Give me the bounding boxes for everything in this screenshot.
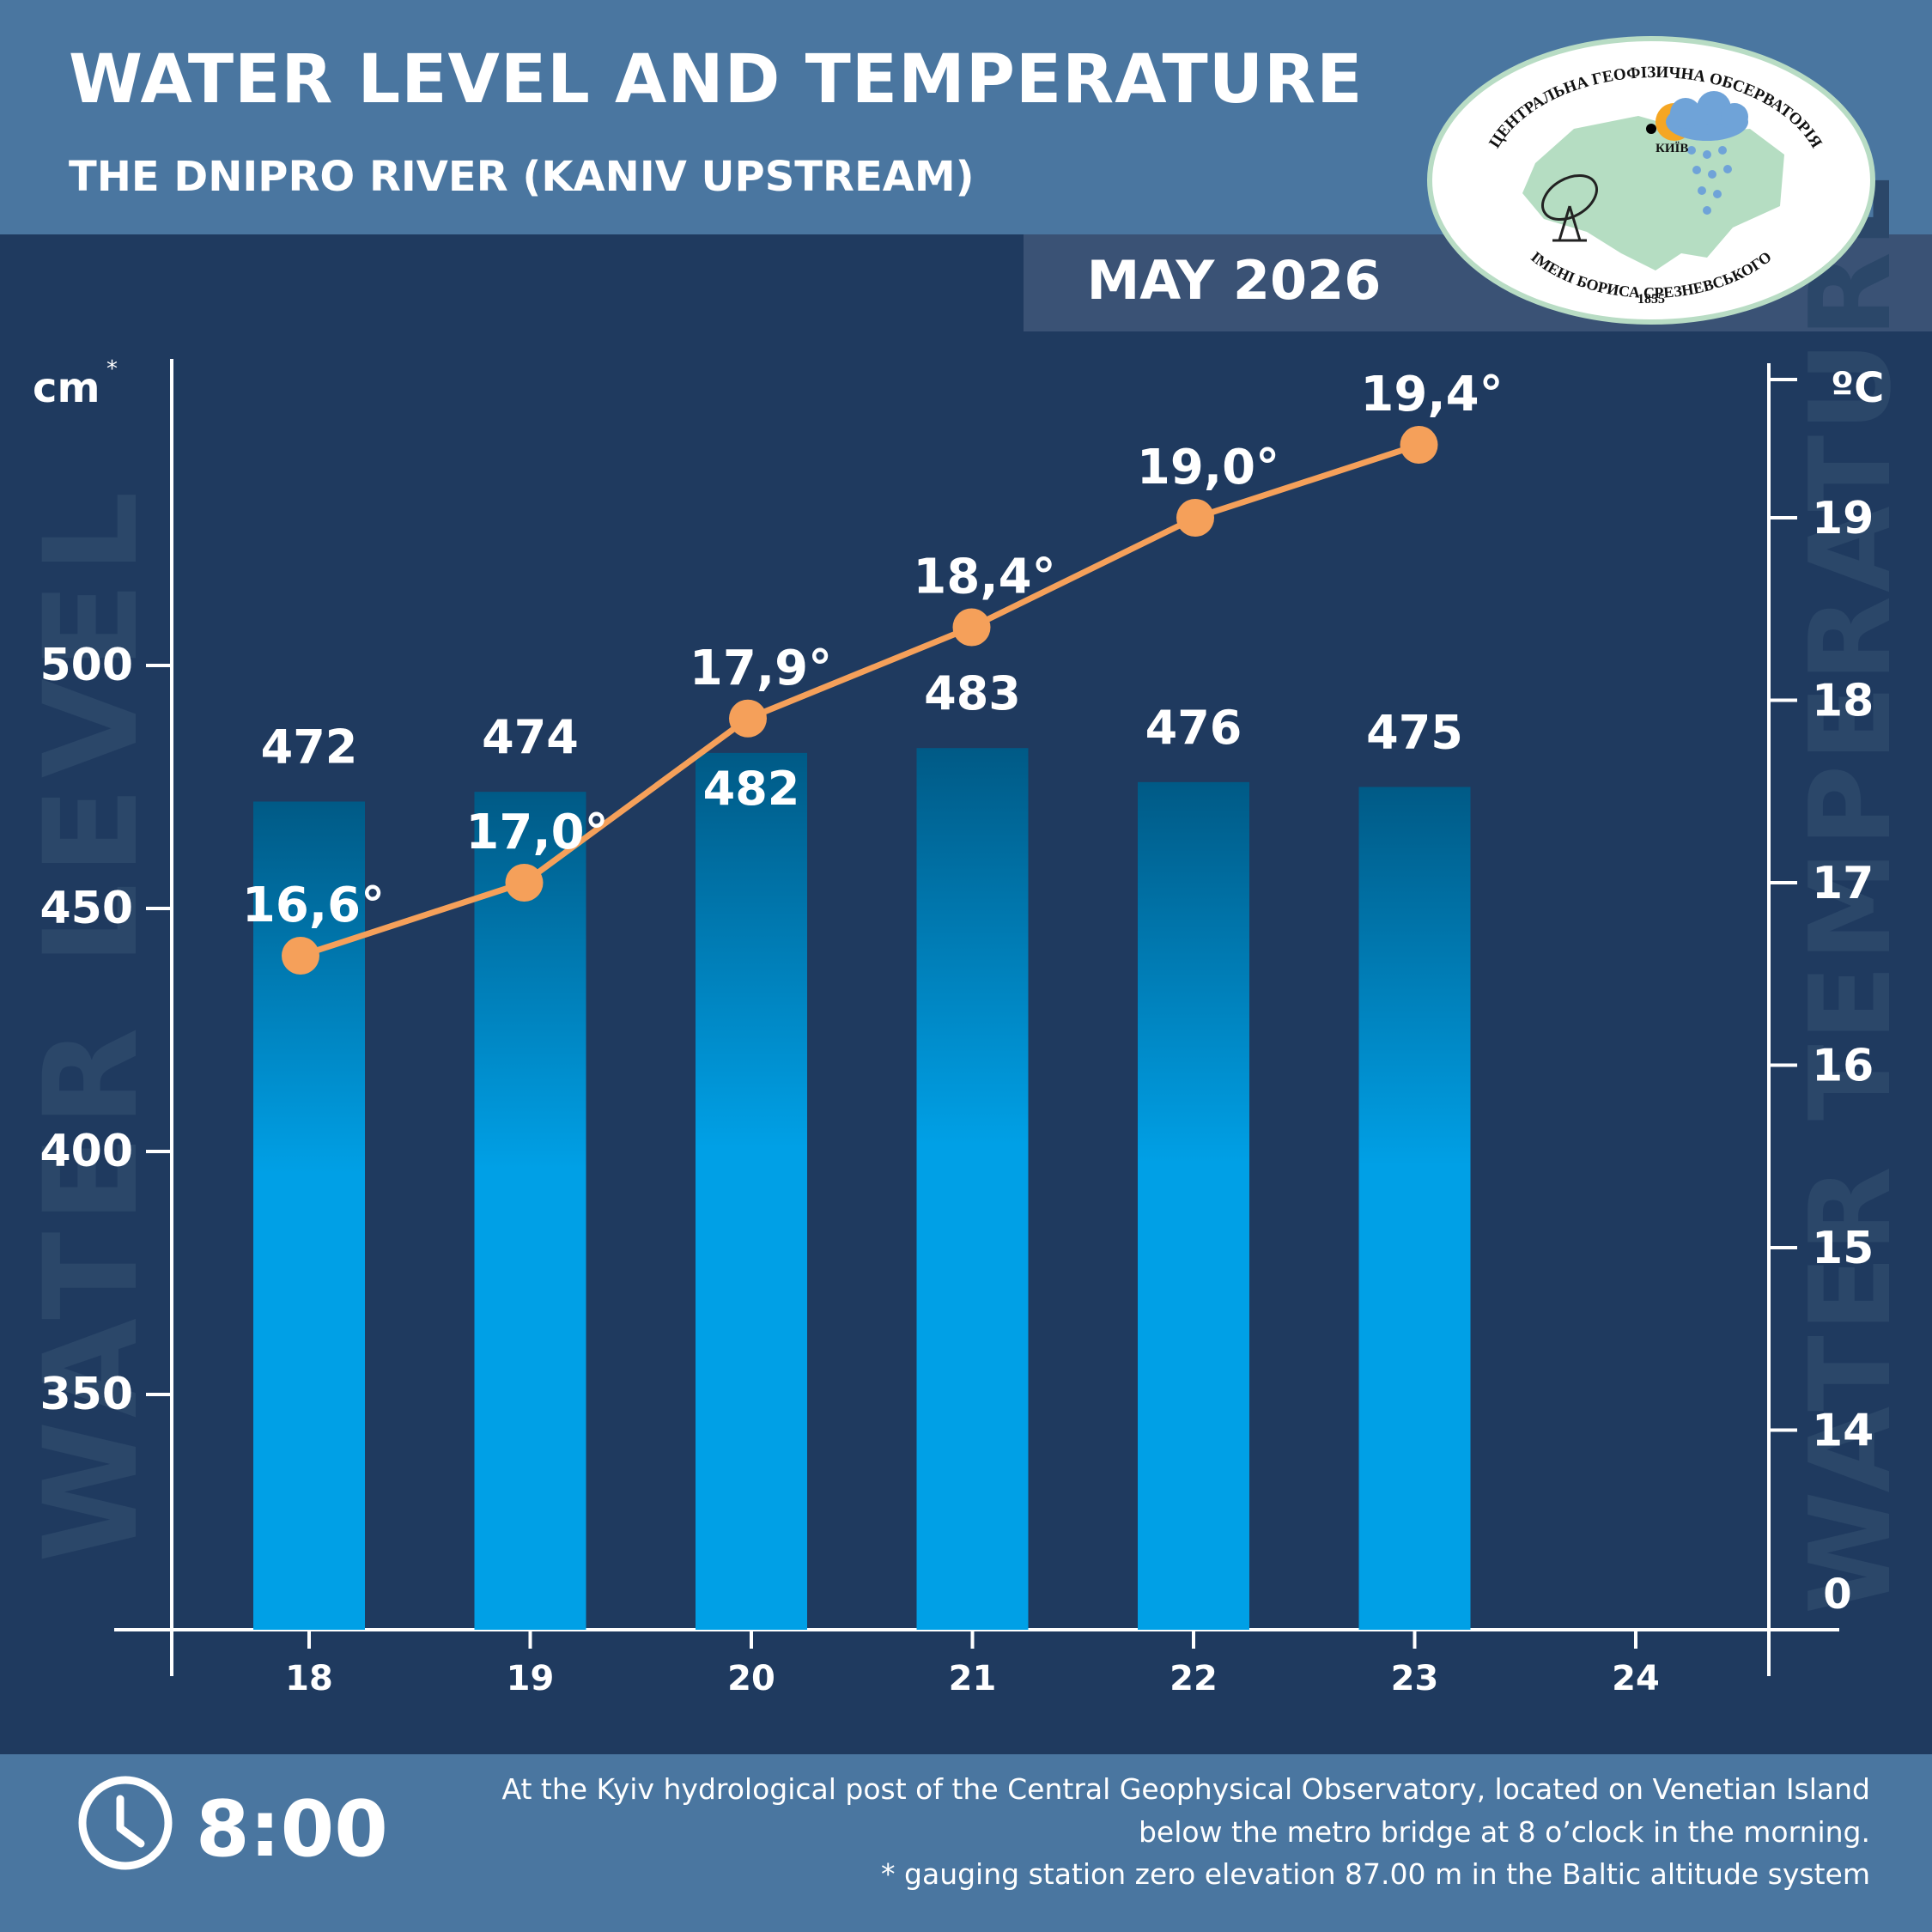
observatory-logo: КИЇВ ЦЕНТРАЛЬНА ГЕОФІЗИЧНА ОБСЕРВАТОРІЯ … xyxy=(1427,36,1875,325)
temperature-point xyxy=(1400,426,1438,464)
footer-band xyxy=(0,1754,1932,1932)
footnote-line-3: * gauging station zero elevation 87.00 m… xyxy=(881,1857,1870,1891)
temperature-line xyxy=(299,441,1420,959)
x-axis-tick-label: 24 xyxy=(1612,1659,1660,1698)
right-axis-tick-label: 18 xyxy=(1812,676,1874,727)
x-axis-tick-label: 21 xyxy=(949,1659,997,1698)
bar xyxy=(916,748,1029,1630)
temperature-label: 17,0° xyxy=(465,805,608,860)
right-axis-tick-label: 19 xyxy=(1812,493,1874,544)
chart-title: WATER LEVEL AND TEMPERATURE xyxy=(69,41,1364,118)
right-axis-tick-label: 15 xyxy=(1812,1223,1874,1274)
bar xyxy=(474,792,586,1630)
measurement-time: 8:00 xyxy=(196,1784,388,1874)
temperature-label: 16,6° xyxy=(242,878,385,933)
right-axis-bottom-label: 0 xyxy=(1823,1571,1851,1619)
footnote-line-1: At the Kyiv hydrological post of the Cen… xyxy=(501,1772,1870,1806)
x-axis-tick-label: 22 xyxy=(1170,1659,1218,1698)
right-axis-tick-label: 16 xyxy=(1812,1041,1874,1092)
temperature-point xyxy=(505,864,544,902)
left-axis-tick-label: 400 xyxy=(39,1126,133,1177)
left-axis-tick-label: 350 xyxy=(39,1369,133,1420)
logo-year: 1855 xyxy=(1637,292,1665,307)
temperature-point xyxy=(282,937,319,975)
right-axis-watermark: WATER TEMPERATURE xyxy=(1785,168,1916,1614)
left-axis-unit-mark: * xyxy=(106,356,118,382)
clock-icon xyxy=(78,1776,173,1870)
footnote-line-2: below the metro bridge at 8 o’clock in t… xyxy=(1138,1815,1870,1849)
temperature-point xyxy=(1176,499,1214,537)
temperature-label: 17,9° xyxy=(690,641,832,696)
right-axis-unit: ºC xyxy=(1831,364,1884,412)
logo-city: КИЇВ xyxy=(1656,142,1688,155)
bar xyxy=(1138,781,1249,1630)
bar-value-label: 482 xyxy=(703,762,800,816)
right-axis-tick-label: 17 xyxy=(1812,858,1874,909)
bar xyxy=(696,752,807,1630)
kyiv-dot xyxy=(1646,124,1656,134)
bar-value-label: 472 xyxy=(261,720,358,774)
month-label: MAY 2026 xyxy=(1086,249,1382,312)
bar-value-label: 475 xyxy=(1366,706,1463,760)
temperature-point xyxy=(952,608,991,647)
temperature-label: 18,4° xyxy=(913,550,1055,605)
left-axis-unit: cm xyxy=(33,364,100,412)
temperature-label: 19,4° xyxy=(1360,367,1503,422)
x-axis-tick-label: 23 xyxy=(1391,1659,1439,1698)
bar xyxy=(1358,787,1471,1630)
rain-icon xyxy=(1687,146,1732,215)
bar-value-label: 483 xyxy=(924,666,1021,720)
x-axis-tick-label: 19 xyxy=(507,1659,555,1698)
bar-value-label: 474 xyxy=(482,710,579,764)
x-axis-tick-label: 18 xyxy=(285,1659,333,1698)
right-axis-tick-label: 14 xyxy=(1812,1406,1874,1457)
antenna-icon xyxy=(1541,173,1598,242)
left-axis-watermark: WATER LEVEL xyxy=(17,483,167,1563)
left-axis-tick-label: 500 xyxy=(39,640,133,691)
ukraine-map-icon xyxy=(1522,116,1784,270)
left-axis-tick-label: 450 xyxy=(39,883,133,934)
temperature-point xyxy=(729,699,767,738)
chart-subtitle: THE DNIPRO RIVER (KANIV UPSTREAM) xyxy=(69,153,975,201)
bar-value-label: 476 xyxy=(1145,701,1242,755)
temperature-label: 19,0° xyxy=(1137,440,1279,495)
x-axis-tick-label: 20 xyxy=(727,1659,775,1698)
